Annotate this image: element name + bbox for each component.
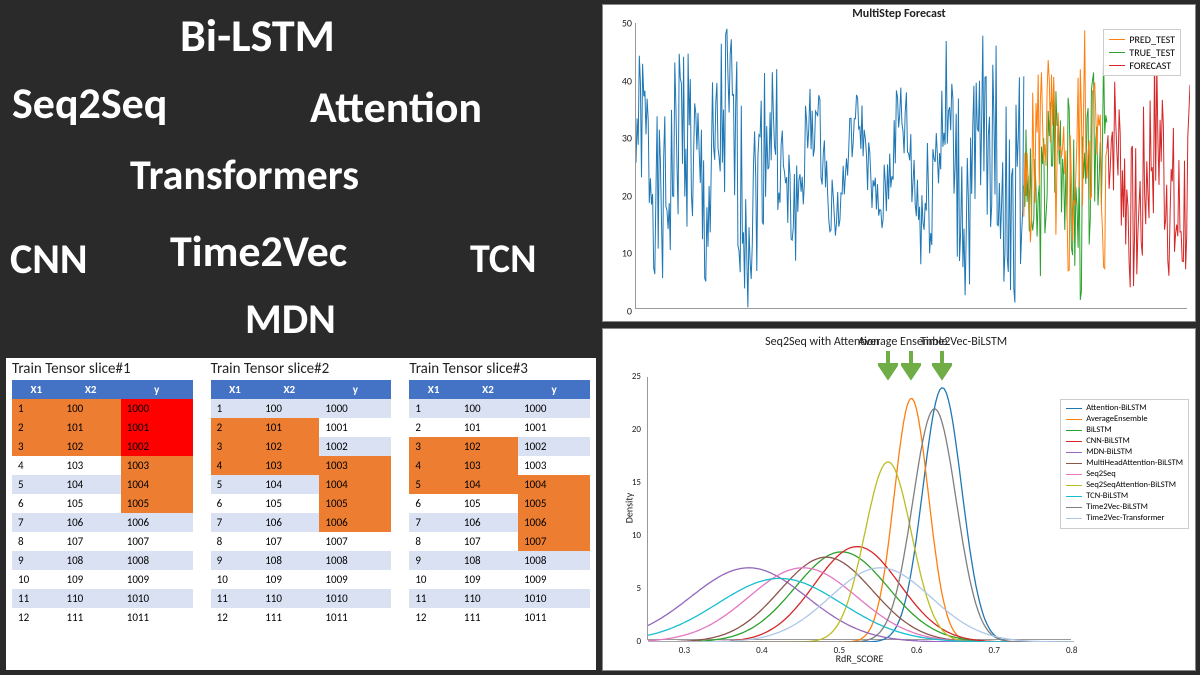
table-row: 121111011 [12,608,193,627]
legend-item: MDN-BiLSTM [1066,447,1183,458]
table-row: 81071007 [409,532,590,551]
table-row: 111101010 [12,589,193,608]
tensor-tables: Train Tensor slice#1 X1X2y110010002101100… [6,358,596,670]
table-row: 31021002 [409,437,590,456]
table-row: 71061006 [211,513,392,532]
wordcloud-term: CNN [10,234,88,285]
tensor-slice: Train Tensor slice#2 X1X2y110010002101100… [211,360,392,664]
legend-item: PRED_TEST [1109,33,1175,46]
wordcloud-term: Seq2Seq [12,76,167,130]
density-ylabel: Density [623,493,636,523]
table-row: 51041004 [409,475,590,494]
density-chart: Density RdR_SCORE 0.30.40.50.60.70.80510… [602,328,1196,671]
legend-item: TCN-BiLSTM [1066,491,1183,502]
table-row: 121111011 [211,608,392,627]
table-row: 121111011 [409,608,590,627]
table-row: 51041004 [211,475,392,494]
table-row: 91081008 [12,551,193,570]
table-row: 91081008 [409,551,590,570]
wordcloud-term: TCN [470,234,536,283]
legend-item: TRUE_TEST [1109,46,1175,59]
tensor-slice: Train Tensor slice#1 X1X2y110010002101100… [12,360,193,664]
table-row: 61051005 [12,494,193,513]
tensor-slice: Train Tensor slice#3 X1X2y110010002101100… [409,360,590,664]
legend-item: CNN-BiLSTM [1066,436,1183,447]
table-row: 71061006 [409,513,590,532]
legend-item: FORECAST [1109,59,1175,72]
forecast-chart: MultiStep Forecast PRED_TESTTRUE_TESTFOR… [602,4,1196,322]
tensor-slice-title: Train Tensor slice#3 [409,360,590,378]
legend-item: Time2Vec-Transformer [1066,513,1183,524]
forecast-title: MultiStep Forecast [603,5,1195,21]
forecast-plot-area: PRED_TESTTRUE_TESTFORECAST 01020304050 [635,23,1187,309]
table-row: 41031003 [12,456,193,475]
table-row: 31021002 [12,437,193,456]
table-row: 21011001 [409,418,590,437]
table-row: 71061006 [12,513,193,532]
table-row: 21011001 [12,418,193,437]
legend-item: Time2Vec-BiLSTM [1066,502,1183,513]
table-row: 11001000 [211,399,392,418]
legend-item: AverageEnsemble [1066,414,1183,425]
tensor-slice-title: Train Tensor slice#1 [12,360,193,378]
table-row: 81071007 [211,532,392,551]
table-row: 11001000 [409,399,590,418]
legend-item: BiLSTM [1066,425,1183,436]
table-row: 41031003 [409,456,590,475]
chart-annotation: Seq2Seq with Attention [765,335,879,349]
legend-item: Seq2Seq [1066,469,1183,480]
table-row: 91081008 [211,551,392,570]
tensor-table: X1X2y11001000210110013102100241031003510… [211,380,392,627]
wordcloud-term: Attention [310,80,482,134]
wordcloud-term: Transformers [130,150,359,201]
wordcloud-term: Bi-LSTM [180,8,335,64]
wordcloud-term: MDN [245,294,336,345]
legend-item: MultiHeadAttention-BiLSTM [1066,458,1183,469]
table-row: 41031003 [211,456,392,475]
table-row: 21011001 [211,418,392,437]
density-legend: Attention-BiLSTMAverageEnsembleBiLSTMCNN… [1060,399,1189,529]
table-row: 61051005 [409,494,590,513]
table-row: 101091009 [409,570,590,589]
table-row: 101091009 [211,570,392,589]
wordcloud-term: Time2Vec [170,224,347,278]
tensor-table: X1X2y11001000210110013102100241031003510… [409,380,590,627]
tensor-slice-title: Train Tensor slice#2 [211,360,392,378]
forecast-legend: PRED_TESTTRUE_TESTFORECAST [1103,29,1181,76]
density-xlabel: RdR_SCORE [648,652,1071,665]
tensor-table: X1X2y11001000210110013102100241031003510… [12,380,193,627]
table-row: 111101010 [409,589,590,608]
table-row: 101091009 [12,570,193,589]
legend-item: Seq2SeqAttention-BiLSTM [1066,480,1183,491]
table-row: 61051005 [211,494,392,513]
table-row: 81071007 [12,532,193,551]
legend-item: Attention-BiLSTM [1066,403,1183,414]
table-row: 31021002 [211,437,392,456]
table-row: 11001000 [12,399,193,418]
density-plot-area: Density RdR_SCORE 0.30.40.50.60.70.80510… [647,377,1071,640]
table-row: 111101010 [211,589,392,608]
table-row: 51041004 [12,475,193,494]
